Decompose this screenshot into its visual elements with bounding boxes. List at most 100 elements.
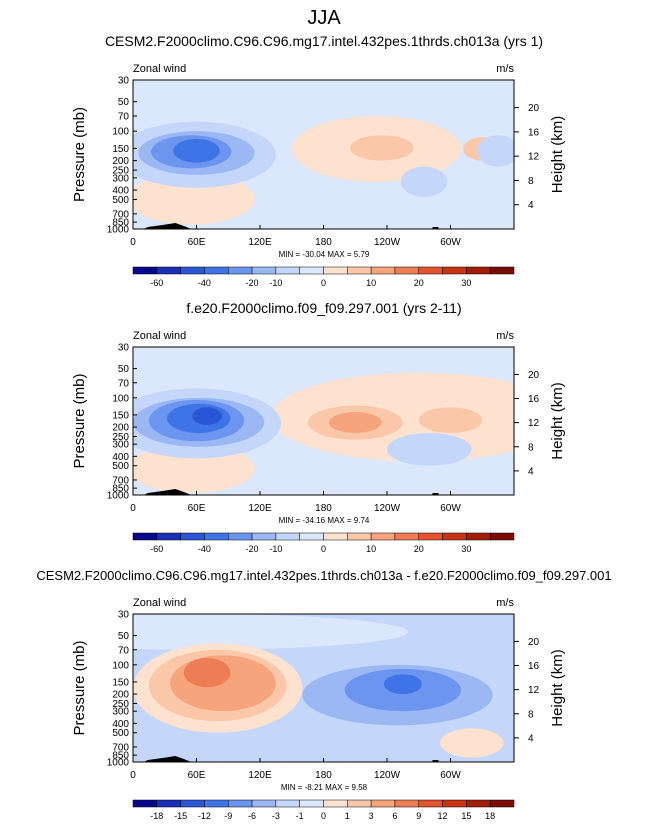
x-tick-label: 120W: [374, 503, 401, 514]
contour-field: [133, 80, 514, 229]
colorbar-swatch: [180, 532, 205, 541]
panel-variable-label: Zonal wind: [133, 330, 186, 342]
colorbar-swatch: [180, 799, 205, 808]
contour-field: [133, 614, 514, 762]
panel-title: f.e20.F2000climo.f09_f09.297.001 (yrs 2-…: [186, 300, 461, 316]
height-tick-label: 16: [528, 394, 540, 405]
y-tick-label: 700: [112, 742, 129, 753]
colorbar-tick-label: 18: [485, 811, 495, 821]
y-tick-label: 1000: [107, 758, 130, 769]
colorbar-swatch: [489, 532, 515, 541]
colorbar-swatch: [132, 532, 158, 541]
colorbar-swatch: [347, 266, 372, 275]
negative-max: [383, 674, 422, 695]
colorbar-swatch: [132, 799, 158, 808]
colorbar-swatch: [299, 799, 324, 808]
easterly-core: [328, 412, 382, 433]
colorbar-swatch: [156, 266, 181, 275]
x-tick-label: 180: [315, 770, 332, 781]
x-tick-label: 0: [130, 503, 136, 514]
y-tick-label: 70: [118, 645, 130, 656]
colorbar-swatch: [180, 266, 205, 275]
colorbar-swatch: [347, 532, 372, 541]
colorbar-tick-label: -18: [150, 811, 163, 821]
height-tick-label: 20: [528, 103, 540, 114]
y-tick-label: 300: [112, 173, 129, 184]
colorbar-swatch: [251, 266, 277, 275]
y-tick-label: 50: [118, 364, 130, 375]
panel-variable-label: Zonal wind: [133, 63, 186, 75]
x-tick-label: 60W: [440, 770, 461, 781]
height-tick-label: 8: [528, 442, 534, 453]
y-tick-label: 70: [118, 112, 130, 123]
colorbar-tick-label: -12: [198, 811, 211, 821]
colorbar-swatch: [204, 266, 229, 275]
right-axis-label: Height (km): [549, 382, 566, 460]
x-tick-label: 120E: [248, 503, 272, 514]
y-tick-label: 200: [112, 423, 129, 434]
colorbar-tick-label: -40: [198, 278, 211, 288]
y-tick-label: 200: [112, 690, 129, 701]
height-tick-label: 12: [528, 685, 540, 696]
colorbar-swatch: [370, 799, 396, 808]
y-tick-label: 250: [112, 432, 129, 443]
panels: CESM2.F2000climo.C96.C96.mg17.intel.432p…: [36, 33, 611, 821]
x-tick-label: 60W: [440, 237, 461, 248]
colorbar-tick-label: -10: [269, 544, 282, 554]
min-max-stats: MIN = -34.16 MAX = 9.74: [279, 516, 370, 525]
colorbar-swatch: [275, 799, 300, 808]
x-tick-label: 180: [315, 237, 332, 248]
colorbar-tick-label: -3: [272, 811, 280, 821]
lower-tropo-easterly: [133, 173, 255, 225]
y-tick-label: 500: [112, 728, 129, 739]
colorbar-tick-label: 0: [321, 811, 326, 821]
easterly-max-east: [418, 407, 483, 433]
colorbar-tick-label: 20: [414, 544, 424, 554]
panel-1: CESM2.F2000climo.C96.C96.mg17.intel.432p…: [71, 33, 566, 288]
colorbar-swatch: [442, 799, 467, 808]
colorbar-tick-label: 3: [369, 811, 374, 821]
colorbar-swatch: [132, 266, 158, 275]
x-tick-label: 120W: [374, 237, 401, 248]
colorbar-tick-label: 15: [461, 811, 471, 821]
x-tick-label: 60E: [188, 770, 206, 781]
lower-positive: [439, 728, 504, 758]
colorbar-swatch: [418, 532, 443, 541]
colorbar-tick-label: 30: [461, 544, 471, 554]
height-tick-label: 8: [528, 176, 534, 187]
panel-variable-label: Zonal wind: [133, 597, 186, 609]
colorbar-swatch: [442, 532, 467, 541]
colorbar-swatch: [251, 799, 277, 808]
x-tick-label: 120E: [248, 770, 272, 781]
x-tick-label: 0: [130, 770, 136, 781]
panel-title: CESM2.F2000climo.C96.C96.mg17.intel.432p…: [36, 568, 611, 583]
colorbar-swatch: [228, 532, 253, 541]
positive-max: [183, 657, 231, 688]
mid-westerly: [387, 432, 472, 466]
panel-2: f.e20.F2000climo.f09_f09.297.001 (yrs 2-…: [71, 300, 566, 554]
y-tick-label: 50: [118, 97, 130, 108]
height-tick-label: 12: [528, 152, 540, 163]
height-tick-label: 12: [528, 418, 540, 429]
jet-core: [173, 138, 220, 163]
y-tick-label: 850: [112, 484, 129, 495]
colorbar-swatch: [156, 532, 181, 541]
panel-3: CESM2.F2000climo.C96.C96.mg17.intel.432p…: [36, 568, 611, 821]
y-tick-label: 500: [112, 195, 129, 206]
colorbar-swatch: [418, 266, 443, 275]
colorbar-swatch: [228, 266, 253, 275]
topography-andes: [432, 493, 439, 495]
west-edge-westerly: [476, 135, 514, 167]
y-axis-label: Pressure (mb): [71, 373, 88, 468]
colorbar-tick-label: 6: [392, 811, 397, 821]
colorbar-swatch: [466, 532, 491, 541]
colorbar-tick-label: 20: [414, 278, 424, 288]
y-tick-label: 400: [112, 452, 129, 463]
colorbar-swatch: [370, 532, 396, 541]
y-tick-label: 250: [112, 699, 129, 710]
colorbar-tick-label: -60: [150, 278, 163, 288]
height-tick-label: 20: [528, 370, 540, 381]
height-tick-label: 20: [528, 637, 540, 648]
x-tick-label: 180: [315, 503, 332, 514]
